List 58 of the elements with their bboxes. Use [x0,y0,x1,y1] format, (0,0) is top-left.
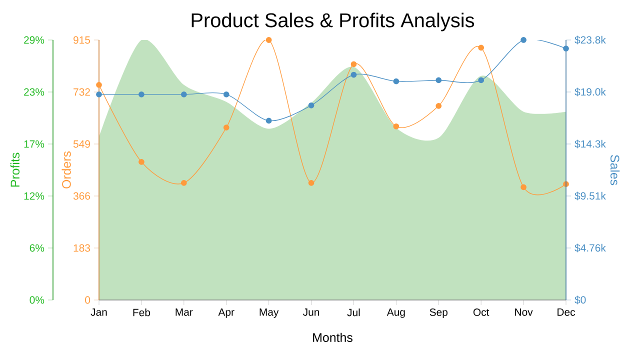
y-tick-label: 183 [74,244,90,252]
y-tick-label: 366 [73,192,90,200]
point [96,92,102,98]
y2-tick-label: $19.0k [574,88,606,96]
point [478,77,484,84]
x-tick-label: Jul [347,308,360,316]
x-axis-title: Months [313,332,352,342]
point [223,92,230,98]
point [520,37,526,43]
point [520,184,526,190]
x-tick-label: Jun [303,308,320,316]
y2-tick-label: $0 [574,296,586,304]
y2-axis-title: Sales [610,154,620,186]
y-tick-label: 732 [74,88,90,96]
x-tick-label: Oct [473,308,490,316]
point [393,123,400,130]
point [180,92,187,98]
point [393,78,400,84]
point [308,180,314,186]
point [223,124,230,130]
x-tick-label: Aug [386,308,405,318]
y2-tick-label: $14.3k [574,140,606,148]
x-tick-label: Nov [515,308,533,316]
x-tick-label: Sep [430,308,448,318]
y2-tick-label: $4.76k [574,244,606,252]
point [478,44,484,51]
point [350,61,357,68]
x-tick-label: Feb [133,308,150,316]
x-tick-label: May [260,308,279,318]
y-tick-label: 549 [73,140,90,148]
chart-title: Product Sales & Profits Analysis [192,12,474,32]
y-axis-title: Orders [62,151,71,188]
point [266,118,272,124]
point [436,102,442,109]
x-tick-label: Apr [218,308,234,318]
point [350,72,357,78]
y3-tick-label: 17% [24,140,44,148]
x-tick-label: Mar [176,308,193,316]
point [563,46,569,52]
y3-tick-label: 0% [30,296,44,304]
point [180,180,187,186]
y3-tick-label: 12% [24,192,44,200]
point [138,158,144,165]
y3-tick-label: 29% [24,36,44,44]
y2-tick-label: $9.51k [574,192,606,200]
y-tick-label: 0 [85,296,90,304]
y3-axis-title: Profits [10,152,20,187]
point [266,37,272,43]
x-tick-label: Dec [558,308,576,316]
point [96,82,102,88]
point [138,92,144,98]
point [308,102,314,108]
y-tick-label: 915 [74,36,90,44]
x-tick-label: Jan [90,308,107,316]
point [436,77,442,84]
y3-tick-label: 6% [30,244,44,252]
y2-tick-label: $23.8k [574,36,606,44]
y3-tick-label: 23% [24,88,44,96]
